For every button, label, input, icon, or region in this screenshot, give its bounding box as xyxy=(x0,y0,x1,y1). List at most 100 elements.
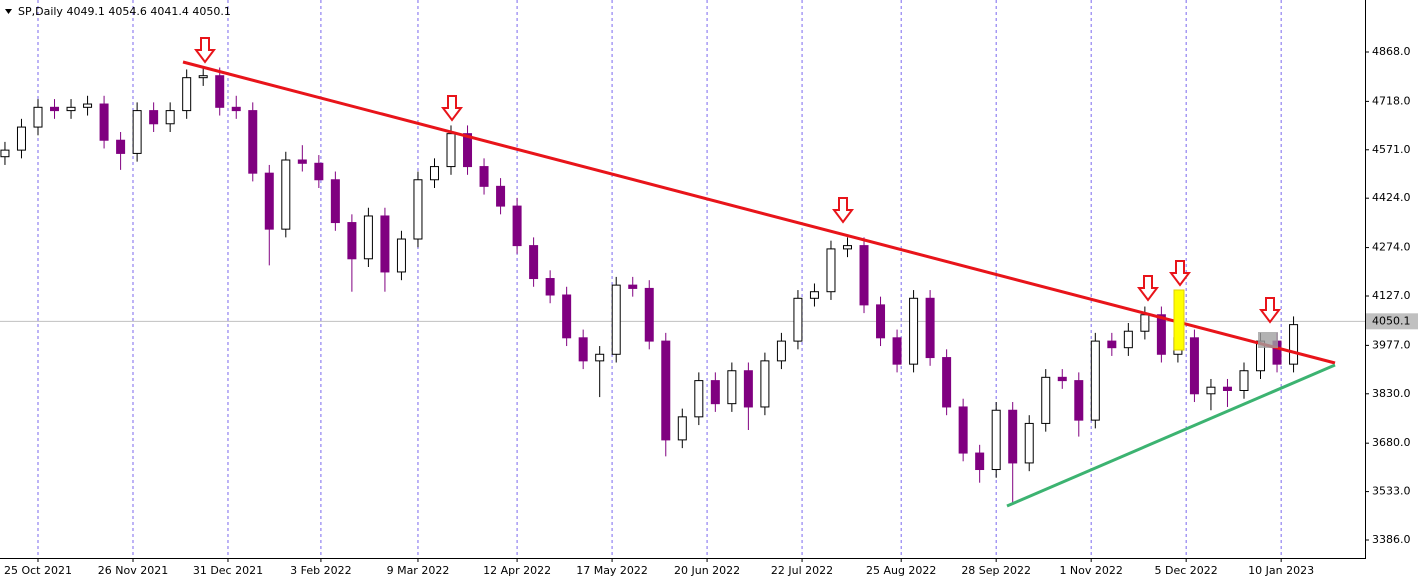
candle-body xyxy=(876,304,886,339)
candle-body xyxy=(1123,330,1133,349)
x-tick-label: 22 Jul 2022 xyxy=(771,564,833,577)
candle-body xyxy=(842,245,852,250)
x-tick-label: 3 Feb 2022 xyxy=(290,564,351,577)
arrow xyxy=(194,37,216,64)
x-tick-label: 25 Oct 2021 xyxy=(4,564,72,577)
y-tick-label: 4274.0 xyxy=(1372,241,1411,254)
candle-body xyxy=(942,357,952,408)
candle-body xyxy=(1140,314,1150,332)
candle-body xyxy=(793,297,803,342)
annotations xyxy=(182,37,1336,508)
x-tick-label: 20 Jun 2022 xyxy=(674,564,740,577)
last-price-box xyxy=(1366,313,1418,330)
candle-body xyxy=(248,110,258,174)
candle-body xyxy=(512,205,522,247)
candle-body xyxy=(529,245,539,280)
x-tick-label: 9 Mar 2022 xyxy=(387,564,450,577)
candle-body xyxy=(149,110,159,125)
highlight-box xyxy=(1258,332,1278,348)
candle-body xyxy=(1289,324,1299,365)
candle-body xyxy=(446,133,456,168)
candles xyxy=(0,67,1299,503)
y-tick-label: 4127.0 xyxy=(1372,289,1411,302)
candle-body xyxy=(809,291,819,299)
candle-body xyxy=(330,179,340,224)
candle-body xyxy=(644,287,654,342)
candle-body xyxy=(132,110,142,154)
x-tick-label: 5 Dec 2022 xyxy=(1155,564,1218,577)
candle-body xyxy=(380,215,390,273)
y-tick-label: 3386.0 xyxy=(1372,533,1411,546)
candle-body xyxy=(1107,340,1117,349)
candle-body xyxy=(182,77,192,112)
last-price-label: 4050.1 xyxy=(1372,314,1411,327)
candle-body xyxy=(1090,340,1100,421)
candle-body xyxy=(16,126,26,151)
candle-body xyxy=(396,238,406,273)
candle-body xyxy=(1024,422,1034,464)
arrow xyxy=(1169,260,1191,287)
candle-body xyxy=(264,172,274,230)
y-tick-label: 3680.0 xyxy=(1372,436,1411,449)
candle-body xyxy=(1057,376,1067,382)
candle-body xyxy=(297,159,307,164)
candle-body xyxy=(975,452,985,471)
candle-body xyxy=(1074,380,1084,421)
candle-body xyxy=(215,75,225,108)
candle-body xyxy=(50,106,60,112)
candle-body xyxy=(909,297,919,365)
x-tick-label: 17 May 2022 xyxy=(576,564,648,577)
candle-body xyxy=(66,106,76,112)
candle-body xyxy=(1222,386,1232,391)
x-tick-label: 31 Dec 2021 xyxy=(193,564,263,577)
x-tick-label: 10 Jan 2023 xyxy=(1248,564,1314,577)
candle-body xyxy=(677,416,687,441)
candle-body xyxy=(545,278,555,296)
candle-body xyxy=(958,406,968,454)
title-marker xyxy=(5,9,12,14)
candle-body xyxy=(1041,376,1051,424)
arrow xyxy=(832,197,854,224)
candle-body xyxy=(694,380,704,418)
arrow xyxy=(1259,297,1281,324)
candle-body xyxy=(198,75,208,79)
candle-body xyxy=(363,215,373,260)
candle-body xyxy=(165,110,175,125)
arrow xyxy=(1137,275,1159,302)
candle-body xyxy=(1206,386,1216,395)
candle-body xyxy=(281,159,291,230)
candle-body xyxy=(429,166,439,181)
candle-body xyxy=(0,149,10,158)
candle-body xyxy=(347,222,357,260)
y-tick-label: 4424.0 xyxy=(1372,191,1411,204)
candle-body xyxy=(859,245,869,306)
x-tick-label: 26 Nov 2021 xyxy=(98,564,168,577)
y-tick-label: 4868.0 xyxy=(1372,45,1411,58)
candle-body xyxy=(231,106,241,112)
candle-body xyxy=(1008,409,1018,464)
candle-body xyxy=(611,284,621,355)
y-tick-label: 3830.0 xyxy=(1372,387,1411,400)
candle-body xyxy=(595,353,605,362)
candle-body xyxy=(925,297,935,359)
candle-body xyxy=(661,340,671,441)
y-tick-label: 4718.0 xyxy=(1372,94,1411,107)
candle-body xyxy=(413,179,423,240)
y-tick-label: 3533.0 xyxy=(1372,485,1411,498)
candle-body xyxy=(562,294,572,339)
y-tick-label: 3977.0 xyxy=(1372,338,1411,351)
candle-body xyxy=(892,337,902,365)
support-trendline xyxy=(1006,363,1336,508)
candle-body xyxy=(479,166,489,187)
candle-body xyxy=(1156,314,1166,355)
candle-body xyxy=(83,103,93,108)
arrow xyxy=(441,95,463,122)
candle-body xyxy=(710,380,720,405)
chart-title: SP,Daily 4049.1 4054.6 4041.4 4050.1 xyxy=(18,5,231,18)
grid xyxy=(0,0,1365,558)
candle-body xyxy=(1239,370,1249,391)
y-tick-label: 4571.0 xyxy=(1372,143,1411,156)
candle-body xyxy=(496,185,506,207)
